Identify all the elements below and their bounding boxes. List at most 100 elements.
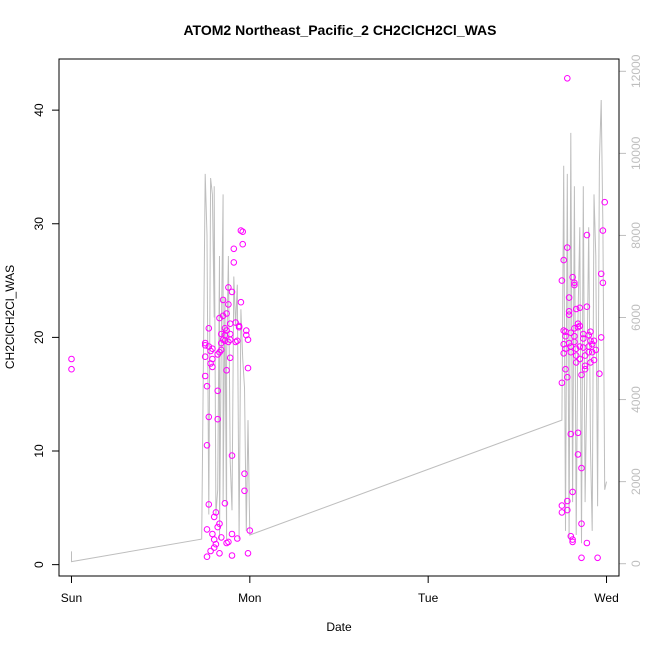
data-point bbox=[569, 273, 576, 281]
data-point bbox=[214, 523, 221, 531]
data-point bbox=[581, 362, 589, 370]
x-tick-label: Mon bbox=[238, 591, 261, 605]
data-point bbox=[205, 413, 213, 421]
data-point bbox=[239, 228, 246, 235]
data-point bbox=[562, 332, 569, 340]
data-point bbox=[578, 464, 585, 472]
data-point bbox=[569, 538, 576, 546]
data-point bbox=[565, 308, 573, 315]
x-tick-label: Tue bbox=[418, 591, 439, 605]
y-tick-label: 0 bbox=[32, 561, 46, 568]
data-point bbox=[209, 355, 216, 363]
data-point bbox=[564, 373, 571, 381]
data-point bbox=[583, 231, 591, 239]
data-point bbox=[221, 500, 229, 507]
data-point bbox=[223, 327, 230, 334]
data-point bbox=[580, 335, 587, 342]
data-point bbox=[558, 502, 566, 509]
data-point bbox=[203, 526, 211, 533]
data-point bbox=[244, 336, 252, 344]
data-point bbox=[574, 451, 582, 458]
data-point bbox=[594, 554, 601, 562]
data-point bbox=[201, 372, 209, 380]
data-point bbox=[576, 355, 584, 363]
data-point bbox=[239, 240, 246, 248]
data-point bbox=[226, 336, 234, 344]
data-point bbox=[590, 337, 598, 345]
data-point bbox=[571, 281, 578, 289]
data-point bbox=[590, 356, 598, 364]
data-point bbox=[237, 298, 245, 306]
data-point bbox=[576, 322, 584, 330]
x-tick-label: Sun bbox=[61, 591, 82, 605]
data-point bbox=[232, 319, 239, 326]
data-point bbox=[210, 513, 218, 521]
data-point bbox=[228, 452, 236, 459]
data-point bbox=[564, 497, 571, 505]
y-tick-label: 20 bbox=[32, 330, 46, 344]
data-point bbox=[567, 430, 575, 438]
data-point bbox=[225, 538, 232, 546]
y-axis-label: CH2ClCH2Cl_WAS bbox=[3, 265, 17, 369]
data-point bbox=[225, 301, 232, 308]
secondary-line-series bbox=[71, 99, 607, 563]
data-point bbox=[223, 310, 230, 317]
data-point bbox=[564, 506, 571, 514]
data-point bbox=[571, 325, 578, 332]
data-point bbox=[572, 352, 580, 359]
data-point bbox=[232, 338, 239, 346]
data-point bbox=[567, 329, 575, 337]
data-point bbox=[588, 340, 596, 348]
data-point bbox=[578, 554, 585, 562]
y-tick-label: 10 bbox=[32, 444, 46, 458]
data-point bbox=[241, 470, 248, 478]
data-point bbox=[223, 367, 230, 374]
data-point bbox=[68, 355, 75, 363]
data-point bbox=[201, 339, 209, 347]
data-point bbox=[225, 284, 232, 291]
x-axis-label: Date bbox=[326, 620, 352, 634]
data-point bbox=[569, 488, 576, 496]
data-point bbox=[583, 539, 591, 547]
y2-tick-label: 0 bbox=[629, 560, 643, 567]
data-point bbox=[558, 509, 566, 516]
data-point bbox=[210, 544, 218, 551]
y2-tick-label: 10000 bbox=[629, 136, 643, 170]
y2-tick-label: 2000 bbox=[629, 468, 643, 495]
data-point bbox=[201, 342, 209, 349]
data-point bbox=[597, 270, 605, 278]
y2-tick-label: 12000 bbox=[629, 54, 643, 88]
data-point bbox=[230, 259, 238, 266]
data-point bbox=[201, 353, 209, 361]
data-point bbox=[569, 536, 576, 543]
data-point bbox=[567, 348, 575, 356]
data-point bbox=[578, 371, 585, 379]
data-point bbox=[564, 75, 571, 82]
data-point bbox=[228, 552, 236, 559]
secondary-series-line bbox=[71, 99, 607, 563]
data-point bbox=[243, 327, 250, 334]
data-point bbox=[212, 509, 220, 516]
data-point bbox=[241, 487, 248, 495]
data-point bbox=[244, 364, 252, 372]
y2-tick-label: 4000 bbox=[629, 386, 643, 413]
data-point bbox=[599, 279, 607, 287]
data-point bbox=[572, 345, 580, 353]
data-point bbox=[560, 256, 568, 264]
data-point bbox=[558, 277, 566, 284]
data-point bbox=[581, 365, 589, 373]
data-point bbox=[574, 429, 582, 437]
data-point bbox=[585, 348, 593, 356]
data-point bbox=[209, 345, 216, 353]
data-point bbox=[209, 363, 216, 371]
data-point bbox=[571, 338, 578, 346]
y-tick-label: 30 bbox=[32, 217, 46, 231]
data-point bbox=[558, 379, 566, 387]
data-point bbox=[209, 530, 216, 538]
data-point bbox=[228, 530, 236, 538]
chart-title: ATOM2 Northeast_Pacific_2 CH2ClCH2Cl_WAS bbox=[183, 22, 496, 38]
data-point bbox=[205, 501, 213, 508]
data-point bbox=[599, 227, 607, 234]
